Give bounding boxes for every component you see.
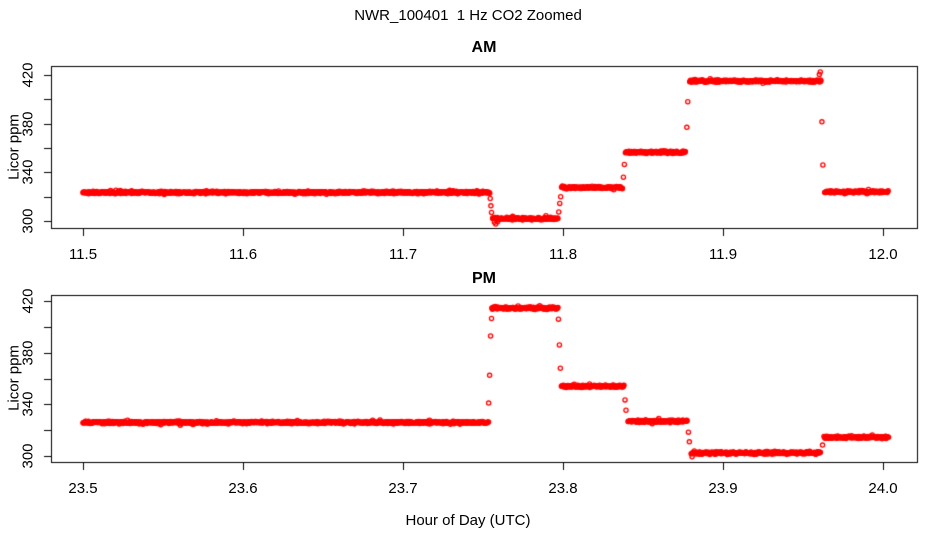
- pm-y-tick-label: 420: [19, 288, 37, 314]
- pm-x-tick-label: 23.6: [228, 480, 258, 497]
- pm-x-tick-label: 23.9: [708, 480, 738, 497]
- pm-x-tick-label: 24.0: [868, 480, 898, 497]
- am-x-tick-label: 11.7: [388, 246, 418, 263]
- am-y-tick-label: 380: [19, 111, 37, 137]
- pm-x-tick-label: 23.7: [388, 480, 418, 497]
- pm-y-tick-label: 380: [19, 340, 37, 366]
- am-y-tick-label: 300: [19, 208, 37, 234]
- am-x-tick-label: 11.8: [548, 246, 578, 263]
- am-x-tick-label: 11.6: [228, 246, 258, 263]
- pm-y-tick-label: 340: [19, 391, 37, 417]
- x-axis-label: Hour of Day (UTC): [405, 512, 531, 529]
- am-x-tick-label: 12.0: [868, 246, 898, 263]
- am-x-tick-label: 11.9: [708, 246, 738, 263]
- pm-x-tick-label: 23.8: [548, 480, 578, 497]
- am-panel-title: AM: [471, 39, 497, 56]
- pm-y-tick-label: 300: [19, 443, 37, 469]
- pm-panel-title: PM: [472, 270, 496, 287]
- pm-x-tick-label: 23.5: [68, 480, 98, 497]
- am-x-tick-label: 11.5: [68, 246, 98, 263]
- am-y-tick-label: 420: [19, 62, 37, 88]
- main-title: NWR_100401 1 Hz CO2 Zoomed: [354, 7, 582, 24]
- am-y-tick-label: 340: [19, 159, 37, 185]
